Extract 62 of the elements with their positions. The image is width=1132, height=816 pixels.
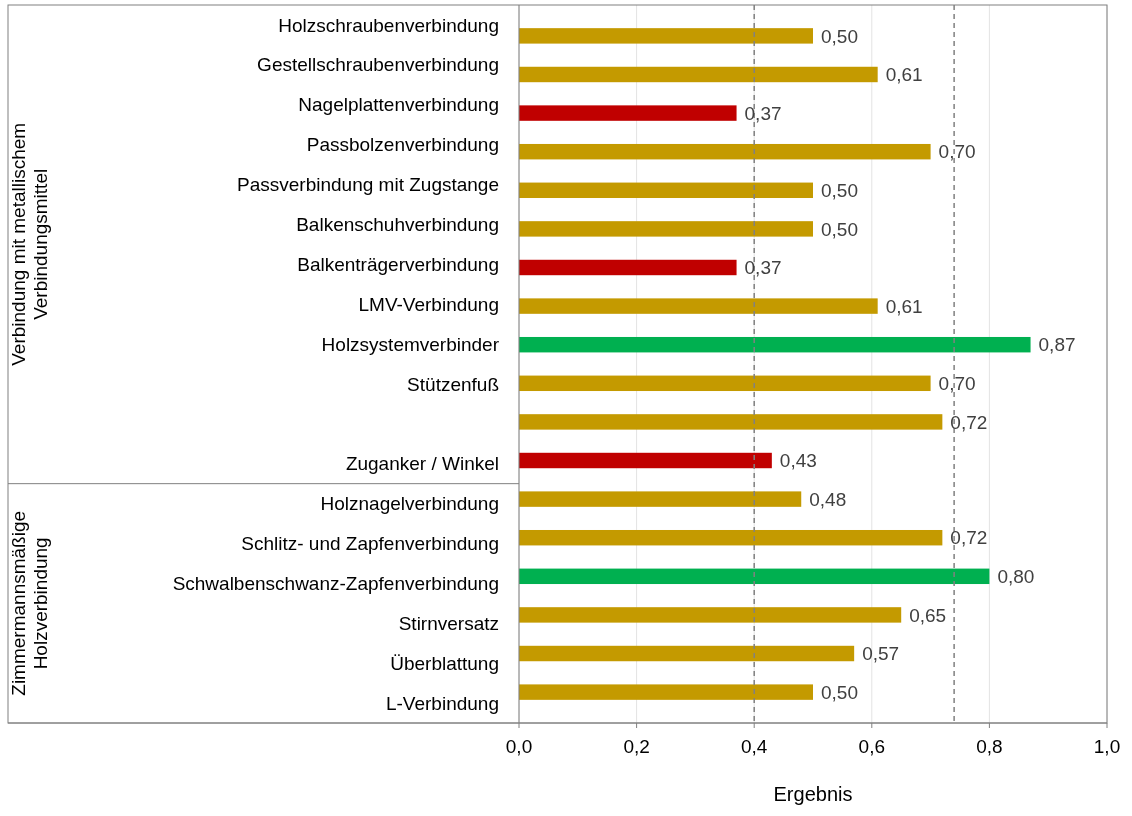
data-label: 0,48 (809, 488, 847, 510)
x-tick-label: 0,2 (623, 736, 650, 757)
y-tick-label: Schlitz- und Zapfenverbindung (241, 533, 499, 555)
data-label: 0,80 (997, 565, 1035, 587)
y-tick-label: Holzschraubenverbindung (278, 14, 499, 36)
bar (519, 298, 878, 314)
y-tick-label: Passbolzenverbindung (306, 134, 499, 156)
bar (519, 568, 990, 585)
bar (519, 607, 902, 623)
data-label: 0,65 (909, 604, 947, 626)
y-tick-label: Überblattung (390, 652, 499, 674)
bar (519, 375, 931, 392)
bar (519, 221, 813, 237)
bar (519, 66, 878, 83)
data-label: 0,70 (938, 141, 976, 163)
data-label: 0,37 (744, 102, 782, 124)
data-label: 0,72 (950, 411, 988, 433)
bar (519, 414, 943, 430)
y-tick-label: Schwalbenschwanz-Zapfenverbindung (172, 573, 499, 595)
data-label: 0,50 (821, 218, 858, 240)
bar (519, 452, 772, 469)
y-tick-label: Zuganker / Winkel (345, 453, 499, 475)
x-tick-label: 0,0 (505, 736, 533, 757)
text: Verbindung mit metallischem Verbindungsmittel (8, 122, 51, 366)
data-label: 0,50 (821, 681, 858, 703)
data-label: 0,70 (938, 372, 976, 394)
data-label: 0,87 (1038, 334, 1076, 356)
bar (519, 529, 943, 546)
y-tick-label: Gestellschraubenverbindung (257, 54, 499, 76)
x-tick-label: 0,4 (740, 736, 768, 757)
x-tick-label: 1,0 (1093, 736, 1121, 757)
y-tick-label: Nagelplattenverbindung (298, 94, 499, 116)
bar (519, 336, 1031, 353)
data-label: 0,61 (885, 295, 923, 317)
bar (519, 182, 813, 199)
y-tick-label: Holznagelverbindung (320, 493, 499, 515)
y-tick-label: L-Verbindung (385, 692, 499, 714)
data-label: 0,50 (821, 25, 858, 47)
bar (519, 491, 802, 507)
data-label: 0,43 (779, 450, 817, 472)
x-tick-label: 0,8 (976, 736, 1003, 757)
y-tick-label: LMV-Verbindung (358, 293, 499, 315)
text: Zimmermannsmäßige Holzverbindung (8, 510, 51, 696)
bar (519, 105, 737, 121)
bar (519, 645, 855, 662)
data-label: 0,50 (821, 179, 858, 201)
data-label: 0,37 (744, 257, 782, 279)
x-axis-title: Ergebnis (773, 783, 853, 805)
bar (519, 28, 813, 44)
data-label: 0,61 (885, 64, 923, 86)
y-tick-label: Balkenschuhverbindung (296, 214, 499, 236)
y-tick-label: Stirnversatz (398, 612, 499, 634)
bar (519, 259, 737, 276)
bar (519, 143, 931, 160)
y-tick-label: Stützenfuß (407, 373, 499, 395)
bar (519, 684, 813, 700)
y-tick-label: Balkenträgerverbindung (297, 253, 499, 275)
y-tick-label: Holzsystemverbinder (321, 333, 500, 355)
data-label: 0,57 (862, 643, 900, 665)
x-tick-label: 0,6 (858, 736, 886, 757)
data-label: 0,72 (950, 527, 988, 549)
y-tick-label: Passverbindung mit Zugstange (237, 174, 499, 196)
